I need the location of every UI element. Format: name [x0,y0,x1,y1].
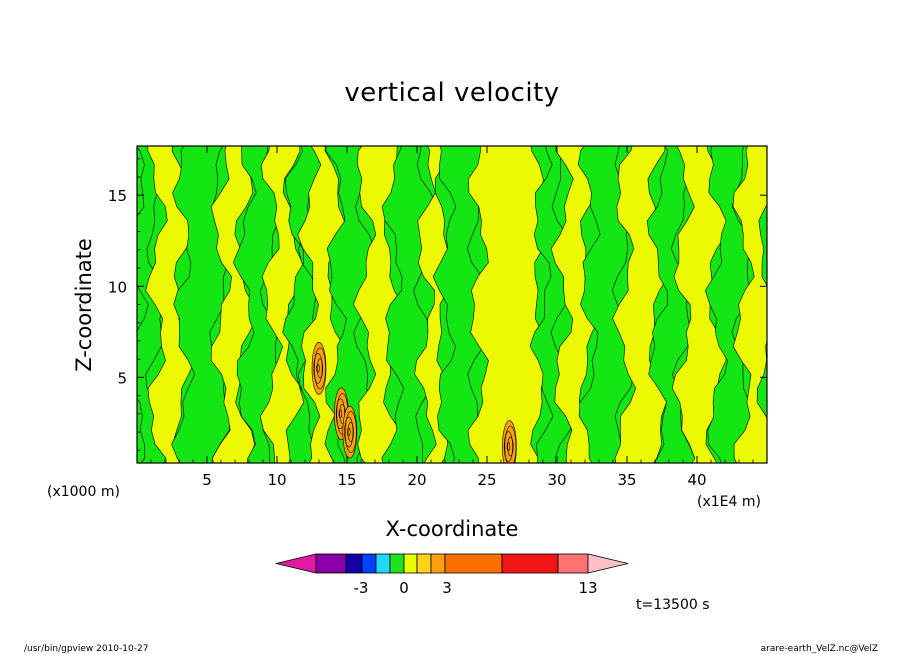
convective-cells-layer [311,341,517,463]
contour-band [732,146,767,463]
y-tick-label: 10 [108,278,127,296]
colorbar-swatch [389,553,405,574]
colorbar-high-arrow [587,553,629,574]
colorbar [275,553,629,574]
x-tick-label: 10 [267,471,286,489]
colorbar-tick-label: -3 [354,579,369,597]
contour-band [704,146,755,463]
y-axis: 5 10 15 [108,158,767,451]
colorbar-swatch [361,553,377,574]
contour-line [347,422,354,442]
colorbar-tick-label: 3 [442,579,452,597]
contour-band [353,146,405,463]
x-tick-label: 15 [337,471,356,489]
colorbar-swatch [315,553,347,574]
y-tick-label: 5 [117,369,127,387]
contour-line [314,347,326,390]
x-axis: 5 10 15 20 25 30 35 40 [150,146,754,489]
x-tick-label: 5 [202,471,212,489]
colorbar-swatch [375,553,391,574]
contour-band [671,146,728,463]
colorbar-low-arrow [275,553,317,574]
x-tick-label: 40 [687,471,706,489]
colorbar-swatch [416,553,432,574]
x-tick-label: 30 [547,471,566,489]
contour-line [344,416,354,448]
chart-title: vertical velocity [344,78,559,108]
colorbar-tick-label: 13 [578,579,597,597]
contour-band [646,146,696,463]
footer-file-name: arare-earth_VelZ.nc@VelZ [761,644,878,654]
colorbar-swatch [403,553,418,574]
contour-band [432,146,491,463]
contour-line [507,436,514,457]
contour-band [550,146,601,463]
contour-line [313,352,323,384]
colorbar-swatch [501,553,559,574]
colorbar-tick-label: 0 [399,579,409,597]
colorbar-swatch [430,553,446,574]
contour-band [145,146,196,463]
colorbar-swatch [345,553,363,574]
contour-line [504,425,517,463]
y-axis-unit: (x1000 m) [47,484,120,500]
x-tick-label: 25 [477,471,496,489]
plot-area [136,145,768,464]
contour-line [338,409,343,419]
y-axis-label: Z-coordinate [72,238,96,372]
contour-line [503,431,513,462]
contour-line [316,358,324,379]
y-tick-label: 15 [108,187,127,205]
contour-band [282,146,322,463]
contour-line [347,427,351,437]
time-label: t=13500 s [636,597,710,613]
x-axis-label: X-coordinate [386,517,519,541]
contour-line [506,442,511,451]
contour-fill-layer [137,146,767,463]
colorbar-swatch [444,553,503,574]
x-axis-unit: (x1E4 m) [697,494,761,510]
x-tick-label: 35 [617,471,636,489]
contour-line [344,411,357,453]
colorbar-swatch [557,553,589,574]
contour-line [316,363,320,373]
contour-band [325,146,376,463]
contour-band [137,146,169,463]
x-tick-label: 20 [407,471,426,489]
footer-program-date: /usr/bin/gpview 2010-10-27 [24,644,148,654]
